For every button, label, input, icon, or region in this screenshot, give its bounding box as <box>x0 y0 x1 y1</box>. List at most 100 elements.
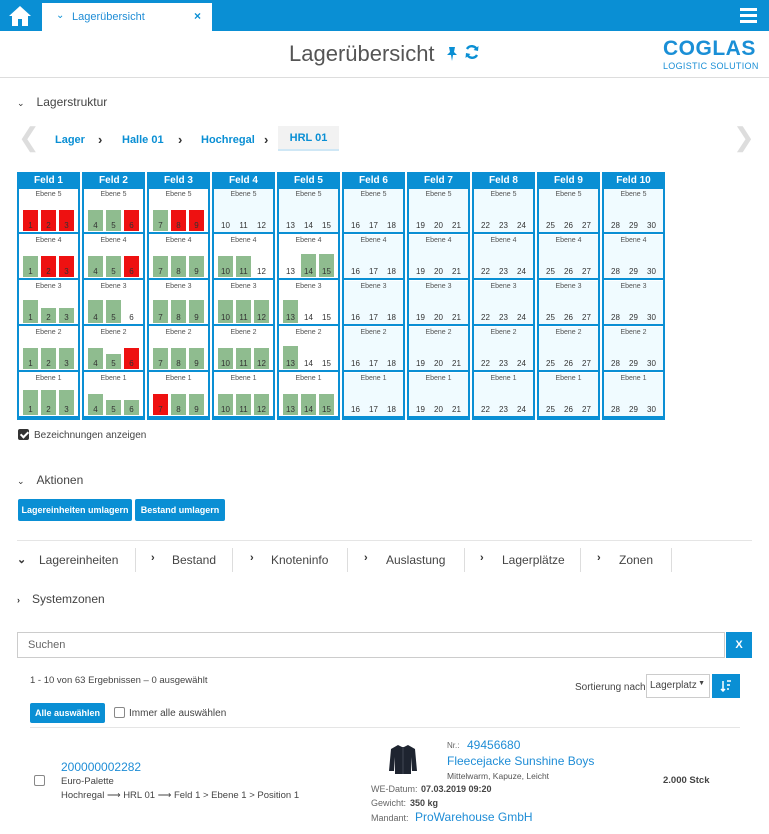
tab-zonen[interactable]: Zonen <box>619 553 654 567</box>
section-systemzonen[interactable]: › Systemzonen <box>17 592 105 606</box>
slot-fill-bar[interactable] <box>41 256 56 277</box>
rack-level[interactable]: Ebene 5 4 5 6 <box>84 189 143 234</box>
rack-level[interactable]: Ebene 5 25 26 27 <box>539 189 598 234</box>
slot-fill-bar[interactable] <box>59 348 74 369</box>
slot-fill-bar[interactable] <box>319 254 334 277</box>
slot-fill-bar[interactable] <box>106 210 121 231</box>
slot-fill-bar[interactable] <box>59 256 74 277</box>
section-lagerstruktur[interactable]: ⌄ Lagerstruktur <box>17 95 107 109</box>
rack-level[interactable]: Ebene 2 13 14 15 <box>279 327 338 372</box>
slot-fill-bar[interactable] <box>189 394 204 415</box>
search-input[interactable]: Suchen <box>17 632 725 658</box>
rack-level[interactable]: Ebene 4 10 11 12 <box>214 235 273 280</box>
rack-level[interactable]: Ebene 4 22 23 24 <box>474 235 533 280</box>
chevron-left-icon[interactable]: ❮ <box>18 122 40 152</box>
slot-fill-bar[interactable] <box>319 394 334 415</box>
field-header[interactable]: Feld 4 <box>214 174 273 189</box>
slot-fill-bar[interactable] <box>283 346 298 369</box>
rack-level[interactable]: Ebene 1 10 11 12 <box>214 373 273 418</box>
slot-fill-bar[interactable] <box>88 300 103 323</box>
field-header[interactable]: Feld 2 <box>84 174 143 189</box>
field-header[interactable]: Feld 1 <box>19 174 78 189</box>
slot-fill-bar[interactable] <box>254 394 269 415</box>
rack-level[interactable]: Ebene 4 1 2 3 <box>19 235 78 280</box>
rack-level[interactable]: Ebene 1 4 5 6 <box>84 373 143 418</box>
sort-direction-button[interactable] <box>712 674 740 698</box>
slot-fill-bar[interactable] <box>236 300 251 323</box>
tab-auslastung[interactable]: Auslastung <box>386 553 446 567</box>
field-header[interactable]: Feld 3 <box>149 174 208 189</box>
section-aktionen[interactable]: ⌄ Aktionen <box>17 473 83 487</box>
rack-level[interactable]: Ebene 1 16 17 18 <box>344 373 403 418</box>
slot-fill-bar[interactable] <box>88 256 103 277</box>
rack-level[interactable]: Ebene 2 25 26 27 <box>539 327 598 372</box>
rack-level[interactable]: Ebene 2 28 29 30 <box>604 327 663 372</box>
slot-fill-bar[interactable] <box>218 394 233 415</box>
tab-lagereinheiten[interactable]: Lagereinheiten <box>39 553 119 567</box>
slot-fill-bar[interactable] <box>283 300 298 323</box>
breadcrumb-item-halle[interactable]: Halle 01 <box>122 134 164 146</box>
rack-level[interactable]: Ebene 4 4 5 6 <box>84 235 143 280</box>
rack-level[interactable]: Ebene 3 28 29 30 <box>604 281 663 326</box>
slot-fill-bar[interactable] <box>171 300 186 323</box>
rack-field[interactable]: Feld 2 Ebene 5 4 5 6 Ebene 4 4 5 6 Ebene 3 4 5 6 Eben… <box>82 172 145 420</box>
field-header[interactable]: Feld 6 <box>344 174 403 189</box>
rack-level[interactable]: Ebene 2 1 2 3 <box>19 327 78 372</box>
mandant-link[interactable]: ProWarehouse GmbH <box>415 810 533 824</box>
slot-fill-bar[interactable] <box>189 256 204 277</box>
rack-level[interactable]: Ebene 1 19 20 21 <box>409 373 468 418</box>
rack-level[interactable]: Ebene 2 22 23 24 <box>474 327 533 372</box>
rack-level[interactable]: Ebene 3 13 14 15 <box>279 281 338 326</box>
slot-fill-bar[interactable] <box>189 300 204 323</box>
slot-fill-bar[interactable] <box>171 348 186 369</box>
rack-level[interactable]: Ebene 4 7 8 9 <box>149 235 208 280</box>
rack-level[interactable]: Ebene 3 4 5 6 <box>84 281 143 326</box>
rack-level[interactable]: Ebene 4 25 26 27 <box>539 235 598 280</box>
rack-level[interactable]: Ebene 5 10 11 12 <box>214 189 273 234</box>
rack-level[interactable]: Ebene 3 1 2 3 <box>19 281 78 326</box>
slot-fill-bar[interactable] <box>153 300 168 323</box>
rack-level[interactable]: Ebene 1 25 26 27 <box>539 373 598 418</box>
item-nr-link[interactable]: 49456680 <box>467 738 521 752</box>
slot-fill-bar[interactable] <box>106 354 121 369</box>
slot-fill-bar[interactable] <box>218 348 233 369</box>
slot-fill-bar[interactable] <box>236 256 251 277</box>
always-select-all-checkbox[interactable] <box>114 707 125 718</box>
rack-level[interactable]: Ebene 1 7 8 9 <box>149 373 208 418</box>
slot-fill-bar[interactable] <box>218 300 233 323</box>
show-labels-checkbox[interactable] <box>18 429 29 440</box>
slot-fill-bar[interactable] <box>23 210 38 231</box>
slot-fill-bar[interactable] <box>218 256 233 277</box>
slot-fill-bar[interactable] <box>171 210 186 231</box>
slot-fill-bar[interactable] <box>301 394 316 415</box>
slot-fill-bar[interactable] <box>59 210 74 231</box>
slot-fill-bar[interactable] <box>254 348 269 369</box>
slot-fill-bar[interactable] <box>236 348 251 369</box>
slot-fill-bar[interactable] <box>88 394 103 415</box>
rack-level[interactable]: Ebene 3 25 26 27 <box>539 281 598 326</box>
slot-fill-bar[interactable] <box>59 308 74 323</box>
rack-level[interactable]: Ebene 2 16 17 18 <box>344 327 403 372</box>
close-icon[interactable]: × <box>194 9 202 23</box>
slot-fill-bar[interactable] <box>153 256 168 277</box>
home-icon[interactable] <box>8 5 32 27</box>
slot-fill-bar[interactable] <box>41 308 56 323</box>
rack-field[interactable]: Feld 3 Ebene 5 7 8 9 Ebene 4 7 8 9 Ebene 3 7 8 9 Eben… <box>147 172 210 420</box>
tab-knoteninfo[interactable]: Knoteninfo <box>271 553 329 567</box>
rack-level[interactable]: Ebene 3 7 8 9 <box>149 281 208 326</box>
select-all-button[interactable]: Alle auswählen <box>30 703 105 723</box>
slot-fill-bar[interactable] <box>106 400 121 415</box>
rack-level[interactable]: Ebene 3 19 20 21 <box>409 281 468 326</box>
slot-fill-bar[interactable] <box>41 390 56 415</box>
slot-fill-bar[interactable] <box>23 300 38 323</box>
lagereinheiten-umlagern-button[interactable]: Lagereinheiten umlagern <box>18 499 132 521</box>
slot-fill-bar[interactable] <box>171 256 186 277</box>
breadcrumb-item-hochregal[interactable]: Hochregal <box>201 134 255 146</box>
slot-fill-bar[interactable] <box>88 348 103 369</box>
breadcrumb-item-lager[interactable]: Lager <box>55 134 85 146</box>
rack-level[interactable]: Ebene 2 19 20 21 <box>409 327 468 372</box>
